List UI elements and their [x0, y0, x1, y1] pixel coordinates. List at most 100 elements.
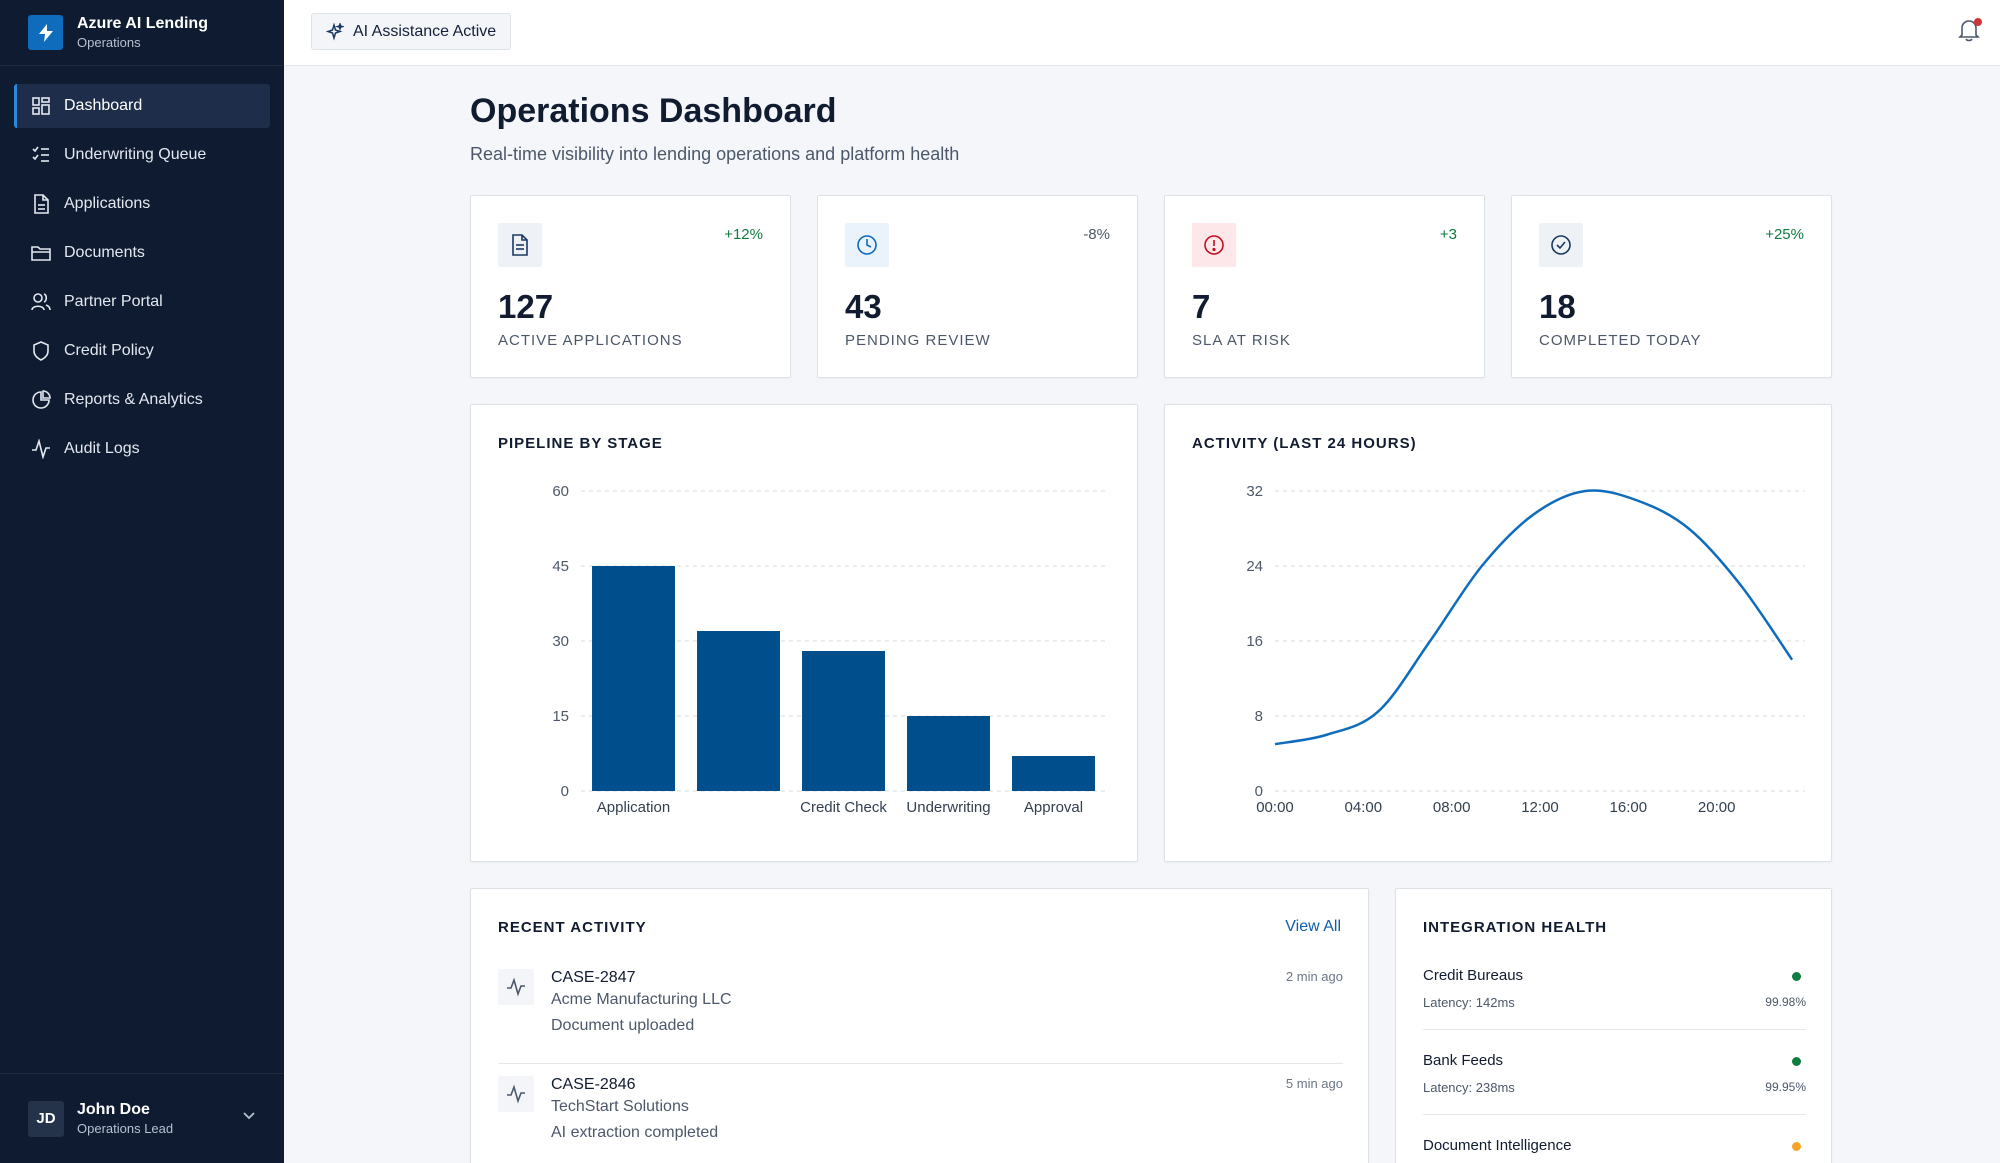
grid-icon	[30, 95, 52, 117]
integration-row[interactable]: Bank Feeds Latency: 238ms 99.95%	[1423, 1052, 1806, 1115]
integration-uptime: 99.98%	[1765, 995, 1806, 1009]
bar	[592, 566, 675, 791]
y-tick-label: 24	[1246, 558, 1263, 575]
activity-action: AI extraction completed	[551, 1124, 719, 1141]
brand-subtitle: Operations	[77, 34, 141, 50]
activity-chart-card: ACTIVITY (LAST 24 HOURS) 0 8 16 24 32 00:00 04…	[1164, 404, 1832, 862]
kpi-label: PENDING REVIEW	[845, 332, 991, 349]
integration-name: Bank Feeds	[1423, 1052, 1504, 1069]
sidebar-item-label: Applications	[64, 195, 151, 212]
activity-row[interactable]: CASE-2847 Acme Manufacturing LLC Documen…	[498, 965, 1343, 1064]
ai-assistance-badge[interactable]: AI Assistance Active	[311, 13, 512, 50]
check-circle-icon	[1539, 223, 1583, 267]
sidebar-item-label: Partner Portal	[64, 293, 163, 310]
sidebar-item-partner-portal[interactable]: Partner Portal	[14, 280, 270, 324]
brand-title: Azure AI Lending	[77, 14, 208, 32]
chevron-down-icon[interactable]	[242, 1108, 256, 1126]
case-id: CASE-2847	[551, 969, 636, 986]
checklist-icon	[30, 144, 52, 166]
topbar: AI Assistance Active	[284, 0, 2000, 66]
activity-icon	[498, 969, 534, 1005]
y-tick-label: 8	[1255, 708, 1263, 725]
status-dot	[1792, 1142, 1801, 1151]
user-menu[interactable]: JD John Doe Operations Lead	[0, 1073, 284, 1163]
y-tick-label: 32	[1246, 483, 1263, 500]
shield-icon	[30, 340, 52, 362]
kpi-value: 43	[845, 288, 882, 325]
y-tick-label: 30	[552, 633, 569, 650]
recent-activity-title: RECENT ACTIVITY	[498, 919, 647, 936]
x-tick-label: Credit Check	[800, 799, 887, 816]
x-tick-label: 04:00	[1345, 799, 1383, 816]
alert-circle-icon	[1192, 223, 1236, 267]
sidebar-nav: Dashboard Underwriting Queue Application…	[0, 66, 284, 471]
x-tick-label: 12:00	[1521, 799, 1559, 816]
y-tick-label: 60	[552, 483, 569, 500]
user-name: John Doe	[77, 1100, 150, 1118]
ai-badge-label: AI Assistance Active	[353, 22, 497, 40]
pipeline-chart-card: PIPELINE BY STAGE 0 15 30 45 60 Application Cr…	[470, 404, 1138, 862]
page-title: Operations Dashboard	[470, 92, 837, 130]
kpi-trend: +12%	[724, 226, 763, 243]
kpi-card-pending-review[interactable]: -8% 43 PENDING REVIEW	[817, 195, 1138, 378]
integration-name: Document Intelligence	[1423, 1137, 1572, 1154]
kpi-trend: +25%	[1765, 226, 1804, 243]
x-tick-label: 20:00	[1698, 799, 1736, 816]
sidebar-item-label: Underwriting Queue	[64, 146, 207, 163]
integration-row[interactable]: Credit Bureaus Latency: 142ms 99.98%	[1423, 967, 1806, 1030]
page-subtitle: Real-time visibility into lending operat…	[470, 144, 960, 164]
integration-health-card: INTEGRATION HEALTH Credit Bureaus Latenc…	[1395, 888, 1832, 1163]
sidebar-item-underwriting-queue[interactable]: Underwriting Queue	[14, 133, 270, 177]
y-tick-label: 0	[1255, 783, 1263, 800]
recent-activity-card: RECENT ACTIVITY View All CASE-2847 Acme …	[470, 888, 1369, 1163]
sidebar-item-dashboard[interactable]: Dashboard	[14, 84, 270, 128]
integration-name: Credit Bureaus	[1423, 967, 1524, 984]
kpi-card-sla-at-risk[interactable]: +3 7 SLA AT RISK	[1164, 195, 1485, 378]
brand[interactable]: Azure AI Lending Operations	[0, 0, 284, 66]
activity-icon	[30, 438, 52, 460]
activity-time: 5 min ago	[1285, 1076, 1343, 1091]
sidebar-item-applications[interactable]: Applications	[14, 182, 270, 226]
sidebar-item-audit-logs[interactable]: Audit Logs	[14, 427, 270, 471]
sidebar-item-reports-analytics[interactable]: Reports & Analytics	[14, 378, 270, 422]
sparkle-icon	[326, 22, 344, 41]
integration-uptime: 99.95%	[1765, 1080, 1806, 1094]
y-tick-label: 0	[561, 783, 569, 800]
kpi-trend: +3	[1439, 226, 1457, 243]
sidebar-item-documents[interactable]: Documents	[14, 231, 270, 275]
pie-chart-icon	[30, 389, 52, 411]
sidebar-item-label: Audit Logs	[64, 440, 140, 457]
activity-time: 2 min ago	[1285, 969, 1343, 984]
integration-health-title: INTEGRATION HEALTH	[1423, 919, 1608, 936]
kpi-card-completed-today[interactable]: +25% 18 COMPLETED TODAY	[1511, 195, 1832, 378]
x-tick-label: Approval	[1024, 799, 1083, 816]
kpi-label: SLA AT RISK	[1192, 332, 1291, 349]
x-tick-label: 00:00	[1256, 799, 1294, 816]
y-tick-label: 15	[552, 708, 569, 725]
sidebar: Azure AI Lending Operations Dashboard Un…	[0, 0, 284, 1163]
activity-row[interactable]: CASE-2846 TechStart Solutions AI extract…	[498, 1072, 1343, 1163]
case-id: CASE-2846	[551, 1076, 636, 1093]
document-icon	[498, 223, 542, 267]
clock-icon	[845, 223, 889, 267]
company-name: TechStart Solutions	[551, 1098, 689, 1115]
document-icon	[30, 193, 52, 215]
kpi-card-active-applications[interactable]: +12% 127 ACTIVE APPLICATIONS	[470, 195, 791, 378]
bar	[907, 716, 990, 791]
bar	[1012, 756, 1095, 791]
view-all-link[interactable]: View All	[1285, 918, 1341, 935]
bar	[802, 651, 885, 791]
sidebar-item-credit-policy[interactable]: Credit Policy	[14, 329, 270, 373]
integration-latency: Latency: 238ms	[1423, 1080, 1515, 1095]
status-dot	[1792, 972, 1801, 981]
kpi-label: COMPLETED TODAY	[1539, 332, 1702, 349]
x-tick-label: Underwriting	[906, 799, 990, 816]
integration-row[interactable]: Document Intelligence	[1423, 1137, 1806, 1163]
activity-line-chart: 0 8 16 24 32 00:00 04:00 08:00 12:00 16:00 20:00	[1246, 483, 1805, 816]
integration-latency: Latency: 142ms	[1423, 995, 1515, 1010]
y-tick-label: 16	[1246, 633, 1263, 650]
pipeline-bar-chart: 0 15 30 45 60 Application Credit Check Underwri…	[552, 483, 1106, 816]
notifications-button[interactable]	[1958, 18, 1982, 42]
kpi-label: ACTIVE APPLICATIONS	[498, 332, 683, 349]
sidebar-item-label: Credit Policy	[64, 342, 154, 359]
